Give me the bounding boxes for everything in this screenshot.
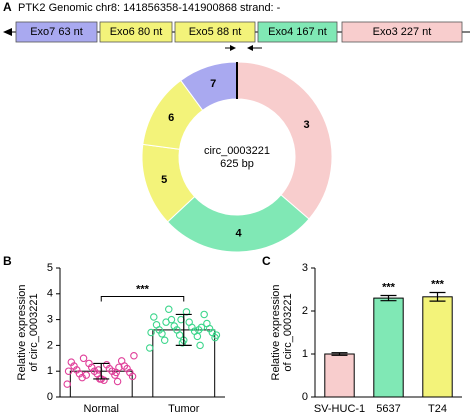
segment-label: 4 xyxy=(235,227,242,239)
data-point xyxy=(64,367,73,375)
panel-label: A xyxy=(3,0,12,14)
donut-segment xyxy=(236,61,333,220)
error-bar xyxy=(380,294,397,302)
data-point xyxy=(130,351,138,360)
data-point xyxy=(200,310,208,319)
primer-arrow xyxy=(247,45,253,51)
data-point xyxy=(152,321,161,329)
y-tick-label: 5 xyxy=(47,262,53,274)
error-bar xyxy=(331,352,348,356)
data-point xyxy=(170,322,178,330)
segment-label: 3 xyxy=(303,119,309,131)
panel-label: B xyxy=(3,254,12,268)
y-axis-label: of circ_0003221 xyxy=(28,293,40,371)
exon-box xyxy=(257,21,338,43)
data-point xyxy=(67,358,76,366)
data-point xyxy=(113,377,122,386)
exon-label: Exo4 167 nt xyxy=(268,26,327,38)
data-point xyxy=(82,371,91,379)
data-point xyxy=(196,341,204,350)
exon-label: Exo3 227 nt xyxy=(373,26,432,38)
data-point xyxy=(182,308,191,316)
y-axis-label: of circ_0003221 xyxy=(282,293,294,371)
x-tick-label: Normal xyxy=(84,403,119,412)
data-point xyxy=(102,360,111,369)
exon-box xyxy=(341,21,463,43)
exon-label: Exo6 80 nt xyxy=(110,26,163,38)
y-tick-label: 0 xyxy=(302,391,308,403)
data-point xyxy=(212,331,221,339)
data-point xyxy=(185,318,193,326)
x-tick-label: T24 xyxy=(428,403,447,412)
y-tick-label: 2 xyxy=(47,339,53,351)
y-tick-label: 1 xyxy=(302,348,308,360)
y-tick-label: 4 xyxy=(47,288,53,300)
data-point xyxy=(63,380,71,388)
bar xyxy=(324,353,355,398)
x-tick-label: 5637 xyxy=(376,403,400,412)
y-tick-label: 0 xyxy=(47,391,53,403)
data-point xyxy=(194,326,203,334)
y-tick-label: 2 xyxy=(302,305,308,317)
data-point xyxy=(165,305,173,314)
y-tick-label: 3 xyxy=(47,314,53,326)
bar xyxy=(422,296,453,398)
genomic-title: PTK2 Genomic chr8: 141856358-141900868 s… xyxy=(18,2,281,14)
segment-label: 5 xyxy=(161,174,167,186)
exon-label: Exo5 88 nt xyxy=(189,26,242,38)
donut-segment xyxy=(166,194,310,253)
exon-label: Exo7 63 nt xyxy=(30,26,83,38)
data-point xyxy=(79,354,88,363)
exon-box xyxy=(15,21,98,43)
center-label: circ_0003221 xyxy=(204,145,270,157)
y-tick-label: 1 xyxy=(47,365,53,377)
strand-arrow xyxy=(3,28,12,36)
data-point xyxy=(150,313,158,321)
center-label: 625 bp xyxy=(220,158,254,170)
significance: *** xyxy=(136,283,150,295)
panel-label: C xyxy=(262,254,271,268)
data-point xyxy=(145,344,154,352)
bar xyxy=(373,297,404,398)
significance: *** xyxy=(382,281,396,293)
exon-box xyxy=(99,21,173,43)
segment-label: 6 xyxy=(168,112,174,124)
y-axis-label: Relative expression xyxy=(16,285,28,381)
segment-label: 7 xyxy=(210,78,216,90)
primer-arrow xyxy=(230,45,236,51)
y-tick-label: 3 xyxy=(302,262,308,274)
significance: *** xyxy=(431,278,445,290)
data-point xyxy=(112,368,120,377)
y-axis-label: Relative expression xyxy=(270,285,282,381)
data-point xyxy=(162,318,170,326)
x-tick-label: SV-HUC-1 xyxy=(314,403,365,412)
error-bar xyxy=(93,362,110,380)
error-bar xyxy=(429,291,446,302)
x-tick-label: Tumor xyxy=(168,403,200,412)
data-point xyxy=(160,336,169,344)
data-point xyxy=(85,359,93,368)
data-point xyxy=(147,328,155,337)
significance-bracket xyxy=(100,295,185,302)
data-point xyxy=(203,319,211,328)
data-point xyxy=(117,357,126,365)
error-bar xyxy=(175,313,192,346)
exon-box xyxy=(174,21,256,43)
